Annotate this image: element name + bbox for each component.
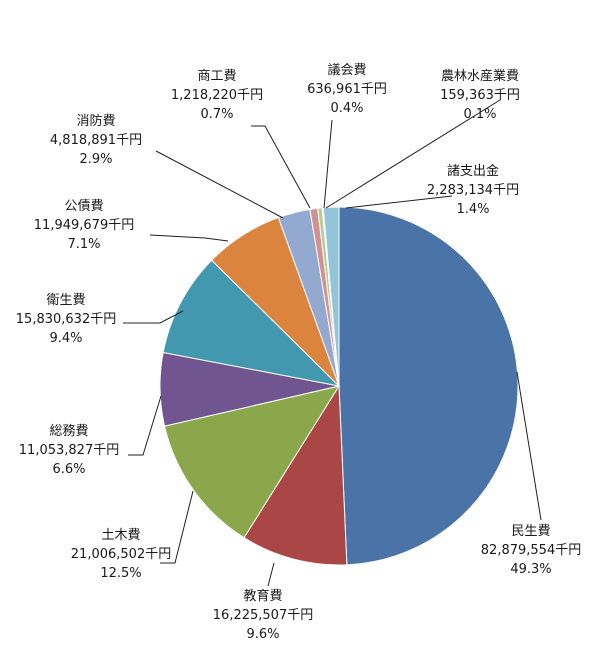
- slice-label-percent-4: 6.6%: [52, 462, 85, 477]
- pie-slice-3: [163, 385, 341, 539]
- leader-lines: [123, 99, 542, 587]
- pie-slice-2: [243, 384, 348, 566]
- slice-label-percent-10: 0.1%: [463, 107, 496, 122]
- slice-label-name-6: 公債費: [64, 199, 103, 214]
- leader-line-11: [345, 195, 453, 209]
- pie-slice-1: [338, 206, 519, 566]
- slice-label-percent-7: 2.9%: [79, 152, 112, 167]
- leader-line-9: [323, 119, 333, 209]
- slice-label-percent-6: 7.1%: [67, 237, 100, 252]
- slice-label-name-4: 総務費: [49, 424, 88, 439]
- leader-line-4: [128, 395, 162, 456]
- slice-label-name-3: 土木費: [101, 528, 140, 543]
- slice-label-value-11: 2,283,134千円: [427, 183, 519, 198]
- slice-label-name-1: 民生費: [511, 524, 550, 539]
- leader-line-8: [251, 125, 311, 209]
- leader-line-3: [160, 490, 194, 564]
- pie-slice-11: [322, 206, 340, 387]
- slice-label-name-2: 教育費: [243, 588, 282, 604]
- slice-label-percent-3: 12.5%: [100, 566, 141, 581]
- leader-line-6: [149, 234, 229, 242]
- slice-label-value-1: 82,879,554千円: [481, 543, 581, 558]
- slice-label-name-10: 農林水産業費: [441, 68, 519, 84]
- leader-line-10: [325, 99, 501, 209]
- slice-label-name-9: 議会費: [327, 63, 366, 78]
- leader-line-7: [155, 150, 284, 219]
- slice-label-percent-5: 9.4%: [49, 331, 82, 346]
- slice-label-value-2: 16,225,507千円: [213, 608, 313, 623]
- leader-line-1: [516, 371, 542, 521]
- slice-label-value-3: 21,006,502千円: [71, 547, 171, 562]
- slice-label-value-4: 11,053,827千円: [19, 443, 119, 458]
- slice-label-percent-2: 9.6%: [246, 627, 279, 642]
- slice-label-value-9: 636,961千円: [307, 82, 387, 97]
- slice-label-percent-9: 0.4%: [330, 101, 363, 116]
- pie-slices: [159, 206, 519, 566]
- slice-label-value-5: 15,830,632千円: [16, 312, 116, 327]
- slice-label-percent-11: 1.4%: [456, 202, 489, 217]
- slice-label-percent-1: 49.3%: [510, 562, 551, 577]
- data-labels: 民生費 82,879,554千円 49.3% 教育費 16,225,507千円 9.6% 土…: [16, 63, 581, 642]
- pie-slice-5: [162, 259, 341, 387]
- slice-label-value-10: 159,363千円: [440, 88, 520, 103]
- slice-label-name-7: 消防費: [76, 113, 115, 129]
- slice-label-value-6: 11,949,679千円: [34, 218, 134, 233]
- slice-label-name-8: 商工費: [197, 69, 236, 84]
- slice-label-percent-8: 0.7%: [200, 107, 233, 122]
- slice-label-value-8: 1,218,220千円: [171, 88, 263, 103]
- leader-line-2: [267, 562, 275, 587]
- slice-label-name-11: 諸支出金: [447, 163, 499, 179]
- leader-line-5: [123, 310, 184, 324]
- slice-label-value-7: 4,818,891千円: [50, 133, 142, 148]
- slice-label-name-5: 衛生費: [46, 293, 85, 308]
